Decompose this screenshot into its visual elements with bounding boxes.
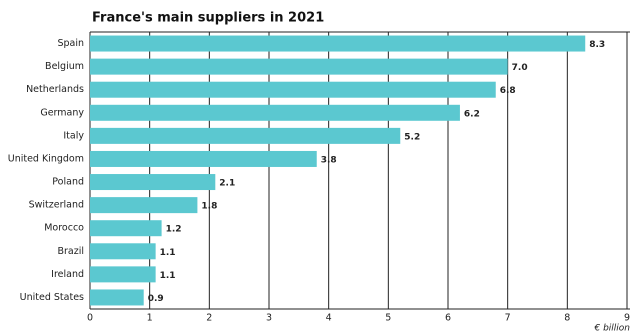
x-tick-label: 3 bbox=[266, 313, 272, 324]
y-tick-label: Belgium bbox=[45, 61, 84, 72]
bar bbox=[90, 81, 496, 98]
x-tick-label: 4 bbox=[326, 313, 332, 324]
y-tick-label: Brazil bbox=[57, 246, 84, 257]
value-label: 8.3 bbox=[589, 40, 605, 50]
y-tick-label: Morocco bbox=[44, 223, 84, 234]
value-label: 0.9 bbox=[148, 294, 164, 304]
x-tick-label: 1 bbox=[147, 313, 153, 324]
y-tick-label: Spain bbox=[57, 38, 84, 49]
value-label: 1.2 bbox=[166, 225, 182, 235]
value-label: 1.1 bbox=[160, 248, 176, 258]
bar bbox=[90, 127, 401, 144]
x-axis-label: € billion bbox=[593, 324, 630, 333]
value-label: 1.8 bbox=[201, 202, 217, 212]
y-tick-label: United States bbox=[20, 292, 84, 303]
value-label: 1.1 bbox=[160, 271, 176, 281]
value-label: 3.8 bbox=[321, 155, 337, 165]
x-tick-label: 8 bbox=[564, 313, 570, 324]
x-tick-label: 2 bbox=[206, 313, 212, 324]
x-tick-label: 9 bbox=[624, 313, 630, 324]
value-label: 5.2 bbox=[404, 132, 420, 142]
x-tick-label: 6 bbox=[445, 313, 451, 324]
x-tick-label: 5 bbox=[385, 313, 391, 324]
value-label: 6.8 bbox=[500, 86, 516, 96]
x-tick-label: 7 bbox=[505, 313, 511, 324]
value-label: 2.1 bbox=[219, 179, 235, 189]
value-label: 7.0 bbox=[512, 63, 528, 73]
y-tick-label: Germany bbox=[40, 107, 84, 118]
bar bbox=[90, 220, 162, 237]
y-tick-label: Poland bbox=[52, 177, 84, 188]
chart-subtitle: France's main suppliers in 2021 bbox=[92, 11, 324, 26]
bar bbox=[90, 289, 144, 306]
y-tick-label: Ireland bbox=[51, 269, 84, 280]
y-tick-label: United Kingdom bbox=[8, 153, 84, 164]
bar bbox=[90, 266, 156, 283]
bar bbox=[90, 174, 216, 191]
bar bbox=[90, 35, 586, 52]
y-tick-label: Italy bbox=[63, 130, 84, 141]
bar bbox=[90, 243, 156, 260]
y-tick-label: Switzerland bbox=[29, 200, 84, 211]
value-label: 6.2 bbox=[464, 109, 480, 119]
bar bbox=[90, 104, 460, 121]
x-tick-label: 0 bbox=[87, 313, 93, 324]
bar bbox=[90, 197, 198, 214]
y-tick-label: Netherlands bbox=[26, 84, 84, 95]
bar bbox=[90, 58, 508, 75]
bar bbox=[90, 150, 317, 167]
